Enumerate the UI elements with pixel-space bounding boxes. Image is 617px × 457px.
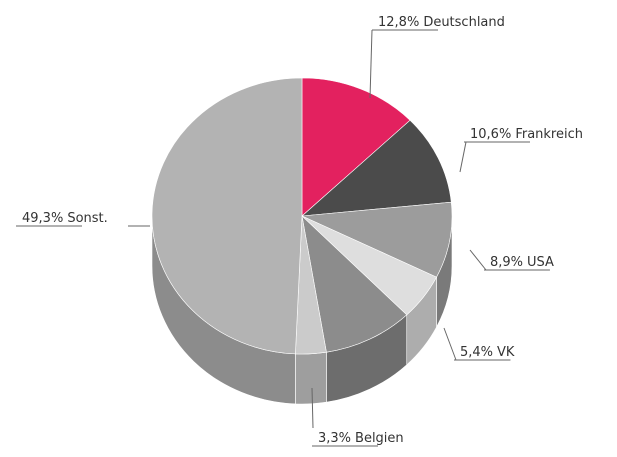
slice-label: 8,9% USA: [490, 255, 554, 270]
slice-category-label: Deutschland: [423, 15, 505, 30]
slice: [300, 201, 453, 278]
slice-value-label: 3,3%: [318, 431, 351, 446]
leader-line: [369, 29, 373, 99]
leader-line: [459, 141, 467, 173]
leader-line: [443, 327, 457, 361]
slice-label: 5,4% VK: [460, 345, 515, 360]
slice: [301, 215, 408, 353]
slice: [301, 77, 411, 217]
slice-value-label: 8,9%: [490, 255, 523, 270]
slice-category-label: Frankreich: [515, 127, 583, 142]
slice-label: 12,8% Deutschland: [378, 15, 505, 30]
slice: [151, 77, 303, 355]
slice: [301, 119, 452, 217]
leader-line: [469, 249, 487, 271]
leader-line: [311, 387, 314, 429]
slice-value-label: 49,3%: [22, 211, 63, 226]
slice-label: 49,3% Sonst.: [22, 211, 108, 226]
slice-value-label: 12,8%: [378, 15, 419, 30]
slice-label: 10,6% Frankreich: [470, 127, 583, 142]
slice-side: [295, 351, 327, 405]
slice-value-label: 5,4%: [460, 345, 493, 360]
slice-value-label: 10,6%: [470, 127, 511, 142]
slice-category-label: USA: [527, 255, 554, 270]
slice-label: 3,3% Belgien: [318, 431, 404, 446]
slice-category-label: Belgien: [355, 431, 404, 446]
slice-category-label: VK: [497, 345, 515, 360]
slice-category-label: Sonst.: [67, 211, 107, 226]
